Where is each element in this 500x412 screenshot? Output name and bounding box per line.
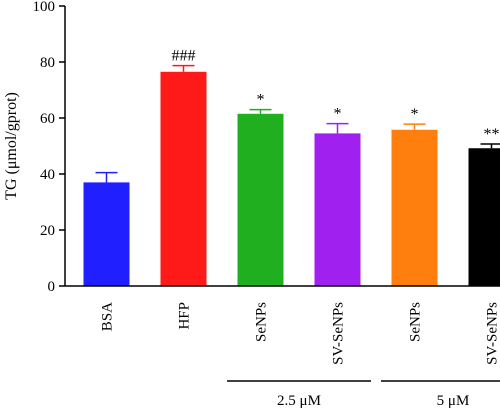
category-labels: BSA HFP SeNPs SV-SeNPs SeNPs SV-SeNPs <box>100 302 500 365</box>
y-tick-label: 60 <box>40 111 55 127</box>
category-label-2: SeNPs <box>254 302 270 342</box>
category-label-5: SV-SeNPs <box>485 302 500 365</box>
category-label-3: SV-SeNPs <box>331 302 347 365</box>
dose-groups: 2.5 μM 5 μM <box>227 380 500 409</box>
y-tick-label: 80 <box>40 55 55 71</box>
y-axis-ticks: 0 20 40 60 80 100 <box>33 0 65 295</box>
category-label-1: HFP <box>177 302 193 330</box>
significance-label-2: * <box>257 92 265 109</box>
category-label-0: BSA <box>100 302 116 331</box>
category-label-4: SeNPs <box>408 302 424 342</box>
significance-label-5: ** <box>484 126 500 143</box>
significance-label-1: ### <box>172 48 196 65</box>
significance-markers: ###** *** <box>172 48 500 143</box>
y-tick-label: 20 <box>40 223 55 239</box>
bar-3 <box>314 133 361 286</box>
bar-2 <box>237 113 284 286</box>
bar-0 <box>83 182 130 286</box>
y-tick-label: 40 <box>40 167 55 183</box>
group-label-1: 5 μM <box>437 393 470 409</box>
y-tick-label: 100 <box>33 0 56 15</box>
bars <box>83 71 500 286</box>
error-bars <box>95 64 500 183</box>
significance-label-3: * <box>334 106 342 123</box>
y-axis-title: TG (μmol/gprot) <box>3 92 20 200</box>
bar-1 <box>160 71 207 286</box>
y-tick-label: 0 <box>48 279 56 295</box>
group-label-0: 2.5 μM <box>277 393 321 409</box>
significance-label-4: * <box>411 106 419 123</box>
bar-4 <box>391 129 438 286</box>
bar-5 <box>468 148 500 286</box>
